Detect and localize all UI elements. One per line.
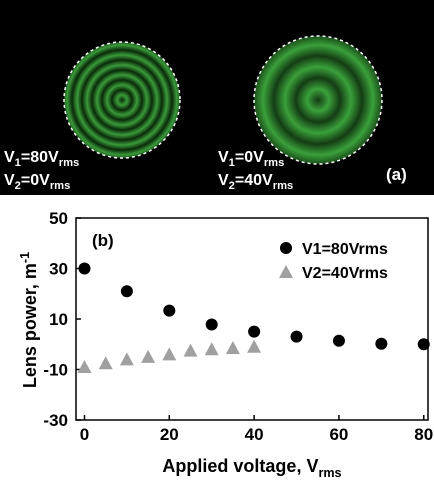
x-tick-label: 80 — [414, 425, 433, 444]
voltage-label: V2=0Vrms — [4, 172, 70, 192]
text-piece: Applied voltage, V — [162, 456, 318, 476]
text-piece: Lens power, m — [20, 263, 40, 388]
data-point — [205, 318, 218, 331]
script-text: rms — [264, 157, 285, 169]
chart: -30 -10 10 30 50 0 20 40 60 80 Applied voltage, Vr… — [18, 209, 433, 480]
data-point — [204, 342, 219, 356]
text-piece: =80V — [21, 149, 59, 166]
voltage-label: V2=40Vrms — [218, 172, 293, 192]
panel-tag: (a) — [386, 165, 407, 184]
text-piece: V — [218, 172, 229, 189]
data-point — [78, 262, 91, 275]
data-point — [290, 330, 303, 343]
data-point — [120, 285, 133, 298]
script-text: 1 — [15, 157, 21, 169]
data-point — [77, 359, 92, 373]
data-point — [162, 347, 177, 361]
script-text: rms — [318, 466, 341, 480]
script-text: -1 — [18, 252, 32, 263]
data-point — [375, 337, 388, 350]
voltage-label: V1=0Vrms — [218, 149, 284, 169]
data-point — [247, 339, 262, 353]
data-point — [332, 334, 345, 347]
text-piece: =40V — [235, 172, 273, 189]
data-point — [183, 343, 198, 357]
fringe-pattern — [63, 41, 181, 159]
script-text: rms — [59, 157, 80, 169]
x-tick-label: 60 — [329, 425, 348, 444]
legend-marker — [280, 242, 292, 254]
y-tick-label: 30 — [49, 260, 68, 279]
text-piece: =0V — [21, 172, 50, 189]
script-text: 2 — [229, 180, 235, 192]
data-point — [417, 338, 430, 351]
data-point — [98, 356, 113, 370]
x-tick-label: 20 — [160, 425, 179, 444]
script-text: rms — [273, 180, 294, 192]
script-text: rms — [50, 180, 71, 192]
x-tick-label: 40 — [245, 425, 264, 444]
legend-marker — [279, 265, 293, 278]
data-point — [225, 341, 240, 355]
y-tick-label: -10 — [43, 361, 68, 380]
text-piece: V — [4, 172, 15, 189]
script-text: 2 — [15, 180, 21, 192]
data-point — [141, 349, 156, 363]
text-piece: V — [4, 149, 15, 166]
data-point — [163, 304, 176, 317]
legend-label: V1=80Vrms — [302, 241, 388, 258]
legend-label: V2=40Vrms — [302, 265, 388, 282]
y-axis-title: Lens power, m-1 — [18, 252, 40, 388]
x-axis-title: Applied voltage, Vrms — [162, 456, 341, 480]
data-point — [248, 325, 261, 338]
text-piece: V — [218, 149, 229, 166]
x-tick-label: 0 — [80, 425, 89, 444]
y-tick-label: 50 — [49, 209, 68, 228]
annotation: (b) — [92, 231, 114, 250]
y-tick-label: -30 — [43, 411, 68, 430]
data-point — [119, 352, 134, 366]
voltage-label: V1=80Vrms — [4, 149, 79, 169]
y-tick-label: 10 — [49, 310, 68, 329]
fringe-pattern — [253, 35, 383, 165]
text-piece: =0V — [235, 149, 264, 166]
script-text: 1 — [229, 157, 235, 169]
